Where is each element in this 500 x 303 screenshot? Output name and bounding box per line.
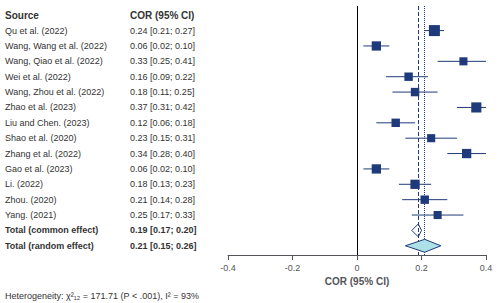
svg-text:COR (95% CI): COR (95% CI) xyxy=(325,276,389,287)
svg-text:0.18 [0.13; 0.23]: 0.18 [0.13; 0.23] xyxy=(130,179,195,189)
svg-text:0.23 [0.15; 0.31]: 0.23 [0.15; 0.31] xyxy=(130,133,195,143)
svg-text:0.2: 0.2 xyxy=(415,263,428,273)
svg-text:0.33 [0.25; 0.41]: 0.33 [0.25; 0.41] xyxy=(130,56,195,66)
svg-text:Wang, Zhou et al. (2022): Wang, Zhou et al. (2022) xyxy=(5,87,104,97)
svg-text:0.37 [0.31; 0.42]: 0.37 [0.31; 0.42] xyxy=(130,102,195,112)
svg-text:-0.4: -0.4 xyxy=(220,263,236,273)
svg-text:Yang. (2021): Yang. (2021) xyxy=(5,210,56,220)
svg-text:0.19 [0.17; 0.20]: 0.19 [0.17; 0.20] xyxy=(130,225,197,235)
svg-text:0.24 [0.21; 0.27]: 0.24 [0.21; 0.27] xyxy=(130,26,195,36)
svg-text:Liu and Chen. (2023): Liu and Chen. (2023) xyxy=(5,118,90,128)
svg-text:Wang, Qiao et al. (2022): Wang, Qiao et al. (2022) xyxy=(5,56,103,66)
svg-text:Wei et al. (2022): Wei et al. (2022) xyxy=(5,72,71,82)
svg-text:0.21 [0.14; 0.28]: 0.21 [0.14; 0.28] xyxy=(130,195,195,205)
svg-text:Wang, Wang et al. (2022): Wang, Wang et al. (2022) xyxy=(5,41,107,51)
svg-text:Source: Source xyxy=(5,10,39,21)
svg-text:0.16 [0.09; 0.22]: 0.16 [0.09; 0.22] xyxy=(130,72,195,82)
svg-text:Total (random effect): Total (random effect) xyxy=(5,241,94,251)
svg-text:COR (95% CI): COR (95% CI) xyxy=(130,10,194,21)
svg-text:0.25 [0.17; 0.33]: 0.25 [0.17; 0.33] xyxy=(130,210,195,220)
svg-text:Shao et al. (2020): Shao et al. (2020) xyxy=(5,133,77,143)
svg-text:0.06 [0.02; 0.10]: 0.06 [0.02; 0.10] xyxy=(130,164,195,174)
svg-text:Gao et al. (2023): Gao et al. (2023) xyxy=(5,164,73,174)
svg-text:0.34 [0.28; 0.40]: 0.34 [0.28; 0.40] xyxy=(130,149,195,159)
svg-text:Total (common effect): Total (common effect) xyxy=(5,225,98,235)
svg-text:Li. (2022): Li. (2022) xyxy=(5,179,43,189)
svg-text:-0.2: -0.2 xyxy=(285,263,301,273)
svg-text:Qu et al. (2022): Qu et al. (2022) xyxy=(5,26,68,36)
svg-text:Heterogeneity: χ²₁₂ = 171.71 (: Heterogeneity: χ²₁₂ = 171.71 (P < .001),… xyxy=(5,291,199,301)
svg-text:Zhang et al. (2022): Zhang et al. (2022) xyxy=(5,149,81,159)
svg-text:0.06 [0.02; 0.10]: 0.06 [0.02; 0.10] xyxy=(130,41,195,51)
svg-text:Zhou. (2020): Zhou. (2020) xyxy=(5,195,57,205)
svg-text:0: 0 xyxy=(354,263,359,273)
svg-text:Zhao et al. (2023): Zhao et al. (2023) xyxy=(5,102,76,112)
svg-text:0.12 [0.06; 0.18]: 0.12 [0.06; 0.18] xyxy=(130,118,195,128)
svg-text:0.4: 0.4 xyxy=(480,263,493,273)
svg-text:0.18 [0.11; 0.25]: 0.18 [0.11; 0.25] xyxy=(130,87,194,97)
svg-text:0.21 [0.15; 0.26]: 0.21 [0.15; 0.26] xyxy=(130,241,197,251)
